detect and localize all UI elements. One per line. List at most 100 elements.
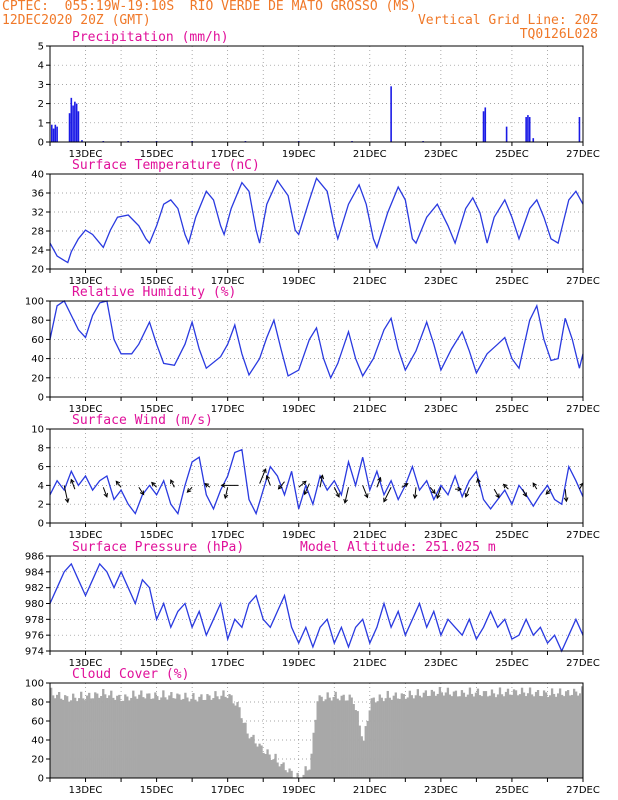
ytick-label: 1 [38,118,44,129]
cloud-bar [322,701,325,778]
xtick-label: 19DEC [282,658,316,669]
cloud-bar [290,770,293,778]
cloud-bar [396,698,399,778]
cloud-bar [116,695,119,778]
series-line [49,176,584,264]
cloud-bar [144,698,147,778]
cloud-bar [404,698,407,778]
cloud-bar [272,759,275,778]
panel-frame [49,682,584,779]
cloud-bar [194,699,197,778]
cloud-bar [426,695,430,778]
cloud-bar [50,687,53,778]
cloud-bar [148,693,151,778]
cloud-bar [184,692,187,778]
cloud-bar [226,698,229,778]
ytick-label: 28 [31,227,44,238]
cloud-bar [412,698,415,778]
cloud-bar [196,701,199,778]
cloud-bar [332,697,335,778]
cloud-bar [504,691,508,778]
cloud-bar [204,699,207,778]
cloud-bar [474,692,478,778]
ytick-label: 10 [31,425,44,436]
cloud-bar [158,699,161,778]
cloud-bar [280,763,283,778]
cloud-bar [258,743,261,778]
cloud-bar [472,696,476,778]
cloud-bar [62,699,65,778]
cloud-bar [102,688,105,778]
cloud-bar [430,689,434,778]
cloud-bar [352,704,355,778]
cloud-bar [110,690,113,778]
cloud-bar [524,696,528,778]
cloud-bar [178,694,181,778]
cloud-bar [486,696,490,778]
xtick-label: 23DEC [424,530,458,541]
cloud-bar [500,694,504,778]
panel-title: Surface Temperature (nC) [72,158,260,173]
cloud-bar [308,769,311,778]
cloud-bar [150,698,153,778]
cloud-bar [578,693,582,778]
panel-frame [49,428,584,524]
ytick-label: 32 [31,208,44,219]
ytick-label: 0 [38,774,44,785]
xtick-label: 25DEC [495,276,529,287]
cloud-bar [398,698,401,778]
ytick-label: 2 [38,500,44,511]
cloud-bar [362,740,365,778]
cloud-bar [84,700,87,778]
cloud-bar [170,692,173,778]
cloud-bar [574,691,578,778]
cloud-bar [490,689,494,778]
cloud-bar [190,698,193,778]
cloud-bar [244,722,247,778]
xtick-label: 21DEC [353,658,387,669]
precip-bar [482,111,485,142]
cloud-bar [154,692,157,778]
ytick-label: 0 [38,393,44,404]
xtick-label: 13DEC [69,276,103,287]
cloud-bar [356,711,359,778]
wind-arrow [303,483,310,496]
precip-bar [81,140,83,142]
cloud-bar [414,695,417,778]
xtick-label: 21DEC [353,276,387,287]
cloud-bar [212,698,215,778]
cloud-bar [152,698,155,778]
precip-bar [532,138,535,142]
cloud-bar [316,701,319,778]
cloud-bar [90,698,93,778]
cloud-bar [540,696,544,778]
cloud-bar [302,774,305,778]
cloud-bar [310,753,313,778]
cloud-bar [562,696,566,778]
cloud-bar [230,695,233,778]
cloud-bar [72,693,75,778]
precip-bar [505,126,508,142]
panel-0: Precipitation (mm/h) 0 1 2 3 4 5 13DEC 15DEC 17DE… [38,30,600,160]
cloud-bar [564,691,568,778]
cloud-bar [122,700,125,778]
ytick-label: 974 [25,647,44,658]
wind-arrow [298,480,307,488]
cloud-bar [394,692,397,778]
xtick-label: 17DEC [211,785,245,796]
cloud-bar [510,694,514,778]
cloud-bar [368,710,371,778]
cloud-bar [228,694,231,778]
cloud-bar [514,690,518,778]
header-date: 12DEC2020 20Z (GMT) [2,13,151,28]
ytick-label: 80 [31,316,44,327]
ytick-label: 100 [25,679,44,690]
wind-arrow [412,487,418,500]
cloud-bar [348,694,351,778]
wind-arrow [265,474,271,486]
xtick-label: 15DEC [140,530,174,541]
cloud-bar [306,770,309,778]
cloud-bar [262,752,265,778]
ytick-label: 4 [38,61,44,72]
cloud-bar [276,762,279,778]
